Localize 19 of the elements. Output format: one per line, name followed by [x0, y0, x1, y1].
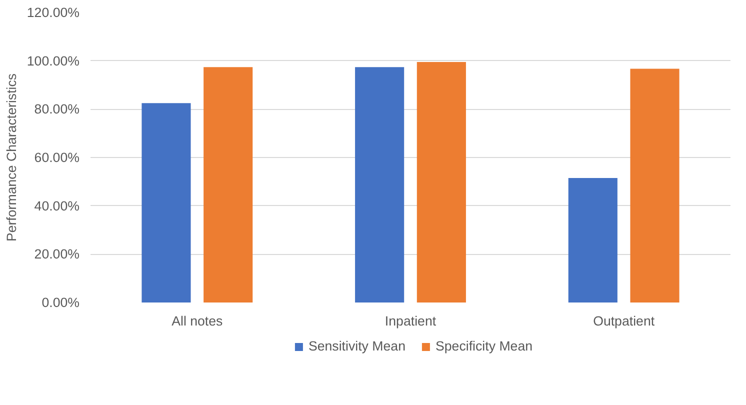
legend-label: Specificity Mean — [436, 338, 533, 354]
x-tick-label: All notes — [172, 314, 224, 328]
y-axis-title: Performance Characteristics — [4, 73, 19, 242]
bar — [355, 67, 404, 302]
x-tick-label: Inpatient — [384, 314, 436, 328]
bar — [204, 67, 253, 302]
y-tick-label: 40.00% — [34, 198, 80, 214]
bar — [416, 62, 466, 302]
y-tick-label: 0.00% — [42, 295, 80, 310]
x-tick-label: Outpatient — [593, 314, 655, 328]
y-tick-label: 80.00% — [34, 102, 80, 117]
y-tick-label: 100.00% — [26, 53, 80, 68]
bar — [630, 68, 680, 302]
bar — [568, 178, 618, 302]
y-tick-label: 120.00% — [26, 5, 80, 20]
bar — [142, 103, 191, 302]
y-tick-label: 60.00% — [34, 150, 80, 165]
legend-label: Sensitivity Mean — [308, 338, 406, 354]
y-tick-label: 20.00% — [34, 246, 80, 262]
